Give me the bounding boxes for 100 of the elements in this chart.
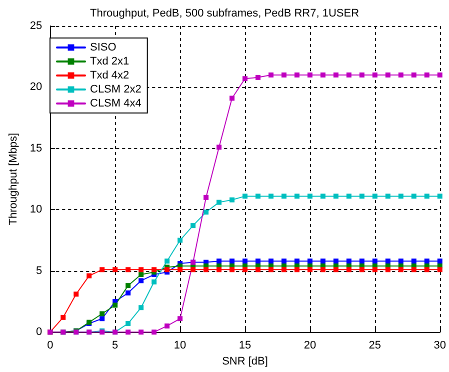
- point: [424, 258, 430, 264]
- point: [204, 194, 209, 200]
- point: [307, 267, 312, 272]
- point: [230, 96, 235, 101]
- point: [307, 194, 312, 199]
- point: [152, 279, 157, 284]
- point: [164, 323, 170, 328]
- point: [346, 258, 352, 264]
- point: [216, 200, 222, 205]
- point: [242, 267, 248, 272]
- point: [294, 258, 300, 264]
- point: [230, 197, 235, 202]
- x-tick-label: 30: [434, 340, 446, 352]
- point: [281, 194, 286, 199]
- point: [86, 273, 92, 278]
- point: [230, 258, 235, 264]
- point: [216, 258, 222, 264]
- point: [307, 72, 312, 78]
- point: [112, 302, 118, 308]
- y-tick-label: 15: [30, 142, 42, 154]
- point: [333, 258, 338, 264]
- x-tick-label: 25: [368, 340, 382, 352]
- point: [411, 72, 416, 78]
- y-tick-label: 25: [30, 20, 42, 32]
- point: [372, 258, 378, 264]
- point: [437, 194, 442, 199]
- point: [385, 194, 390, 199]
- x-tick-label: 10: [174, 340, 186, 352]
- point: [333, 194, 338, 199]
- point: [126, 321, 131, 326]
- point: [333, 72, 338, 78]
- point: [256, 258, 260, 264]
- point: [281, 267, 286, 272]
- point: [359, 72, 364, 78]
- point: [294, 194, 300, 199]
- point: [320, 72, 326, 78]
- point: [346, 72, 352, 78]
- point: [320, 258, 326, 264]
- point: [346, 194, 352, 199]
- legend-label: SISO: [90, 42, 117, 54]
- point: [424, 267, 430, 272]
- point: [385, 72, 390, 78]
- point: [242, 76, 248, 82]
- point: [346, 267, 352, 272]
- point: [216, 267, 222, 272]
- y-axis-title: Throughput [Mbps]: [8, 132, 20, 226]
- point: [268, 194, 274, 199]
- point: [126, 330, 131, 335]
- point: [74, 292, 79, 297]
- point: [242, 194, 248, 199]
- point: [204, 267, 209, 272]
- legend-label: CLSM 4x4: [90, 98, 142, 110]
- point: [152, 267, 157, 272]
- point: [178, 316, 183, 322]
- point: [216, 144, 222, 150]
- point: [359, 194, 364, 199]
- point: [359, 267, 364, 272]
- point: [256, 74, 260, 80]
- point: [138, 305, 144, 310]
- point: [359, 258, 364, 264]
- x-tick-label: 0: [47, 340, 54, 352]
- point: [385, 267, 390, 272]
- point: [320, 267, 326, 272]
- y-tick-label: 20: [30, 81, 42, 94]
- x-tick-label: 20: [304, 340, 316, 352]
- x-tick-label: 5: [112, 340, 118, 352]
- point: [281, 72, 286, 78]
- point: [424, 194, 430, 199]
- legend-label: CLSM 2x2: [90, 84, 142, 96]
- chart-title: Throughput, PedB, 500 subframes, PedB RR7, 1USER: [90, 8, 360, 20]
- point: [190, 267, 196, 272]
- point: [256, 194, 260, 199]
- point: [398, 267, 404, 272]
- point: [281, 258, 286, 264]
- point: [100, 316, 105, 322]
- point: [178, 238, 183, 243]
- point: [138, 278, 144, 284]
- point: [385, 258, 390, 264]
- point: [138, 267, 144, 272]
- point: [178, 267, 183, 272]
- point: [372, 194, 378, 199]
- point: [164, 258, 170, 264]
- point: [437, 267, 442, 272]
- point: [268, 258, 274, 264]
- y-tick-label: 0: [36, 326, 42, 338]
- point: [294, 72, 300, 78]
- point: [398, 72, 404, 78]
- point: [138, 330, 144, 335]
- y-tick-label: 5: [36, 264, 42, 277]
- point: [398, 194, 404, 199]
- point: [100, 267, 105, 272]
- point: [230, 267, 235, 272]
- point: [320, 194, 326, 199]
- legend-label: Txd 4x2: [90, 70, 130, 82]
- legend-label: Txd 2x1: [90, 56, 130, 68]
- point: [100, 311, 105, 316]
- point: [126, 267, 131, 272]
- x-axis-title: SNR [dB]: [222, 356, 268, 368]
- point: [268, 267, 274, 272]
- point: [256, 267, 260, 272]
